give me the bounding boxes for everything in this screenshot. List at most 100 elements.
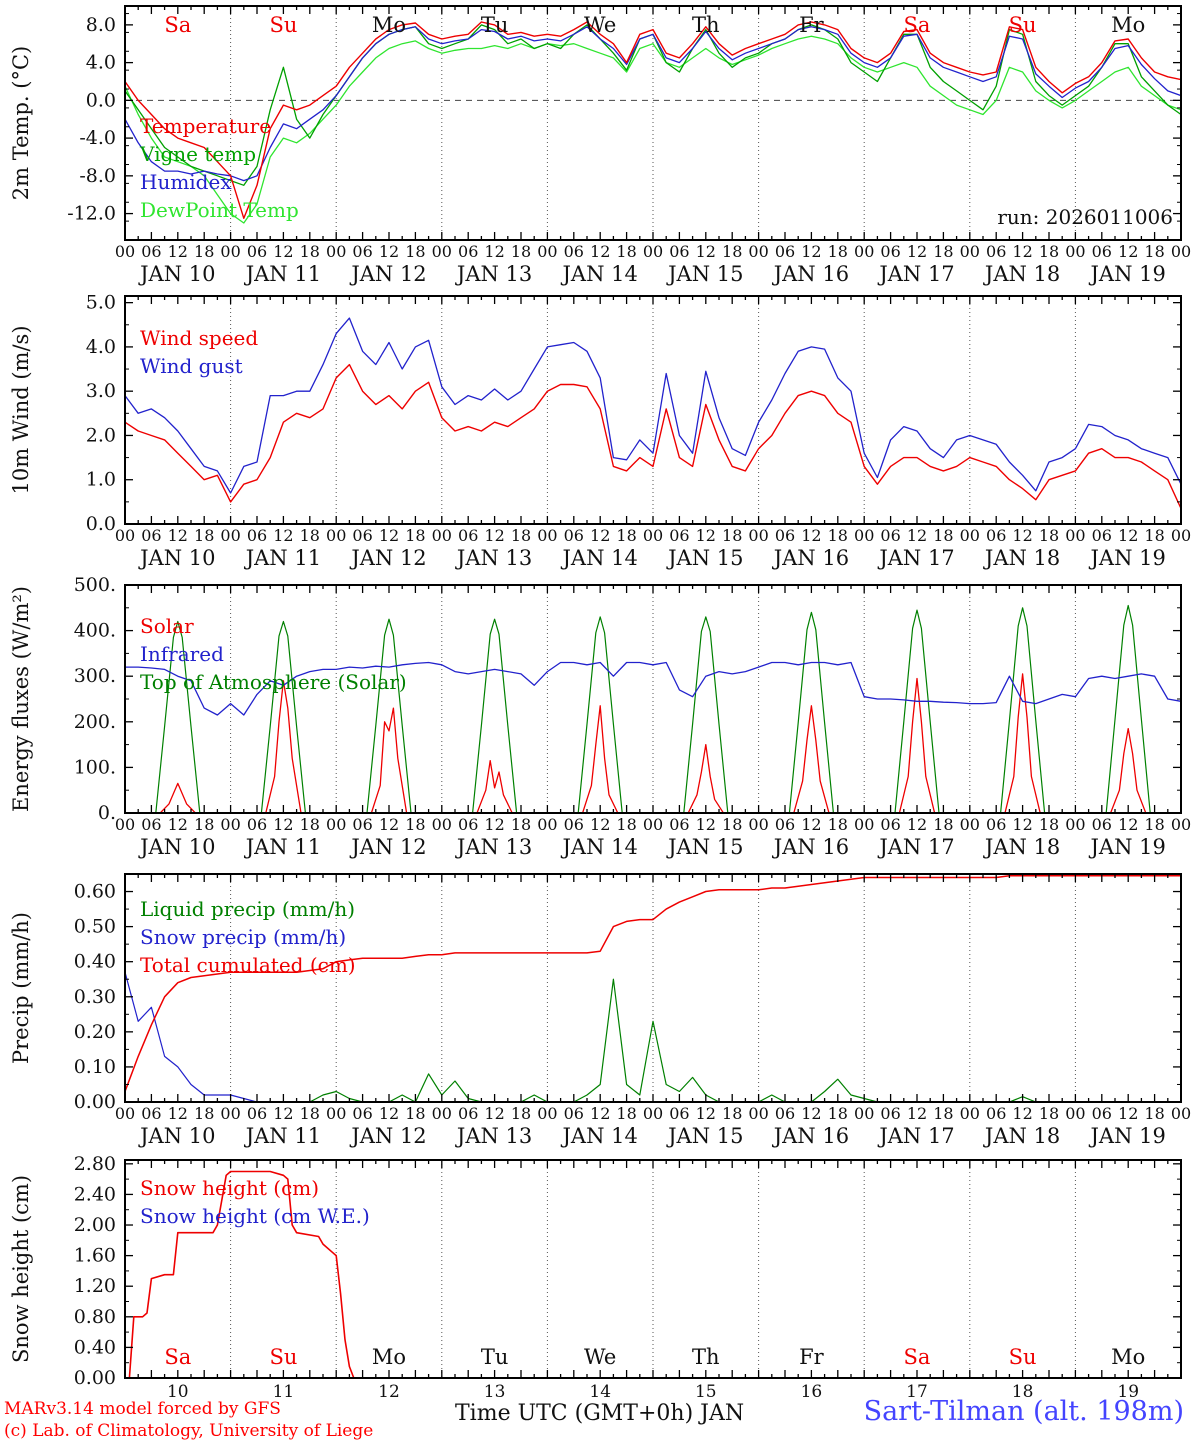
hour-label: 06 (564, 242, 584, 261)
hour-label: 12 (273, 242, 293, 261)
day-name: We (584, 1345, 616, 1369)
hour-label: 18 (1039, 1104, 1059, 1123)
y-tick-label: 0.10 (74, 1056, 116, 1078)
hour-label: 00 (748, 526, 768, 545)
y-tick-label: 2.80 (74, 1153, 116, 1175)
y-tick-label: 2.40 (74, 1183, 116, 1205)
daynum-label: 11 (273, 1382, 295, 1402)
date-label: JAN 18 (983, 546, 1060, 570)
daynum-label: 15 (695, 1382, 717, 1402)
day-name: Sa (904, 13, 931, 37)
hour-label: 00 (960, 1104, 980, 1123)
date-label: JAN 15 (666, 546, 743, 570)
hour-label: 12 (907, 815, 927, 834)
hour-label: 12 (484, 526, 504, 545)
daynum-label: 17 (906, 1382, 928, 1402)
date-label: JAN 15 (666, 1124, 743, 1148)
hour-label: 12 (696, 1104, 716, 1123)
y-axis-title: Energy fluxes (W/m²) (9, 586, 33, 812)
hour-label: 06 (458, 815, 478, 834)
series-liquid-precip-mm-h- (125, 978, 1181, 1102)
date-label: JAN 19 (1089, 835, 1166, 859)
hour-label: 00 (1171, 242, 1191, 261)
hour-label: 18 (405, 815, 425, 834)
station-label: Sart-Tilman (alt. 198m) (863, 1396, 1184, 1427)
day-name: Sa (904, 1345, 931, 1369)
day-name: Su (269, 1345, 297, 1369)
hour-label: 18 (511, 1104, 531, 1123)
y-tick-label: 0. (98, 802, 116, 824)
hour-label: 06 (1092, 1104, 1112, 1123)
date-label: JAN 19 (1089, 546, 1166, 570)
y-tick-label: 300. (74, 665, 116, 687)
hour-label: 12 (273, 815, 293, 834)
date-label: JAN 16 (772, 546, 849, 570)
hour-label: 00 (748, 815, 768, 834)
hour-label: 00 (432, 242, 452, 261)
y-tick-label: 0.40 (74, 951, 116, 973)
series-group (125, 875, 1181, 1102)
hour-label: 00 (854, 815, 874, 834)
hour-label: 12 (168, 815, 188, 834)
date-label: JAN 10 (138, 546, 215, 570)
hour-label: 18 (300, 1104, 320, 1123)
hour-label: 18 (405, 1104, 425, 1123)
hour-label: 12 (801, 1104, 821, 1123)
y-tick-label: 200. (74, 711, 116, 733)
hour-label: 06 (986, 815, 1006, 834)
hour-label: 12 (801, 526, 821, 545)
date-label: JAN 19 (1089, 262, 1166, 286)
panel-energy: 500.400.300.200.100.0.00 06 12 18 00 06 12 18 00… (9, 574, 1191, 859)
y-tick-label: 0.50 (74, 916, 116, 938)
series-solar (125, 673, 1181, 813)
date-label: JAN 13 (455, 262, 532, 286)
hour-label: 12 (1012, 526, 1032, 545)
series-snow-height-cm- (125, 1170, 1181, 1378)
hour-label: 18 (194, 242, 214, 261)
hour-label: 18 (828, 1104, 848, 1123)
y-tick-label: 0.40 (74, 1336, 116, 1358)
hour-label: 18 (722, 815, 742, 834)
hour-label: 12 (379, 1104, 399, 1123)
y-axis-title: 10m Wind (m/s) (9, 325, 33, 494)
day-name: Fr (799, 13, 825, 37)
y-tick-label: 2.0 (86, 424, 116, 446)
hour-label: 18 (300, 815, 320, 834)
hour-label: 06 (564, 526, 584, 545)
hour-label: 06 (141, 242, 161, 261)
daynum-label: 16 (801, 1382, 823, 1402)
hour-label: 12 (1118, 242, 1138, 261)
hour-label: 00 (854, 1104, 874, 1123)
day-name: Th (692, 1345, 720, 1369)
hour-label: 12 (590, 242, 610, 261)
day-name: Su (1009, 13, 1037, 37)
day-name: Mo (1111, 1345, 1145, 1369)
date-label: JAN 18 (983, 1124, 1060, 1148)
date-label: JAN 11 (244, 546, 321, 570)
panel-wind: 5.04.03.02.01.00.000 06 12 18 00 06 12 18 00 06 12… (9, 292, 1191, 570)
hour-label: 06 (247, 526, 267, 545)
hour-label: 12 (696, 815, 716, 834)
hour-label: 00 (643, 526, 663, 545)
date-label: JAN 15 (666, 835, 743, 859)
date-label: JAN 17 (877, 546, 954, 570)
daynum-label: 19 (1117, 1382, 1139, 1402)
hour-label: 18 (1144, 815, 1164, 834)
hour-label: 12 (801, 242, 821, 261)
hour-label: 06 (352, 815, 372, 834)
hour-label: 00 (432, 815, 452, 834)
hour-label: 12 (484, 242, 504, 261)
hour-label: 06 (775, 815, 795, 834)
day-name: Mo (1111, 13, 1145, 37)
hour-label: 12 (801, 815, 821, 834)
hour-label: 06 (880, 242, 900, 261)
hour-label: 18 (616, 526, 636, 545)
hour-label: 18 (933, 242, 953, 261)
legend-total-cumulated-cm-: Total cumulated (cm) (140, 953, 356, 977)
series-wind-speed (125, 363, 1181, 509)
hour-label: 06 (880, 815, 900, 834)
hour-label: 00 (748, 1104, 768, 1123)
hour-label: 12 (484, 1104, 504, 1123)
hour-label: 12 (1012, 815, 1032, 834)
